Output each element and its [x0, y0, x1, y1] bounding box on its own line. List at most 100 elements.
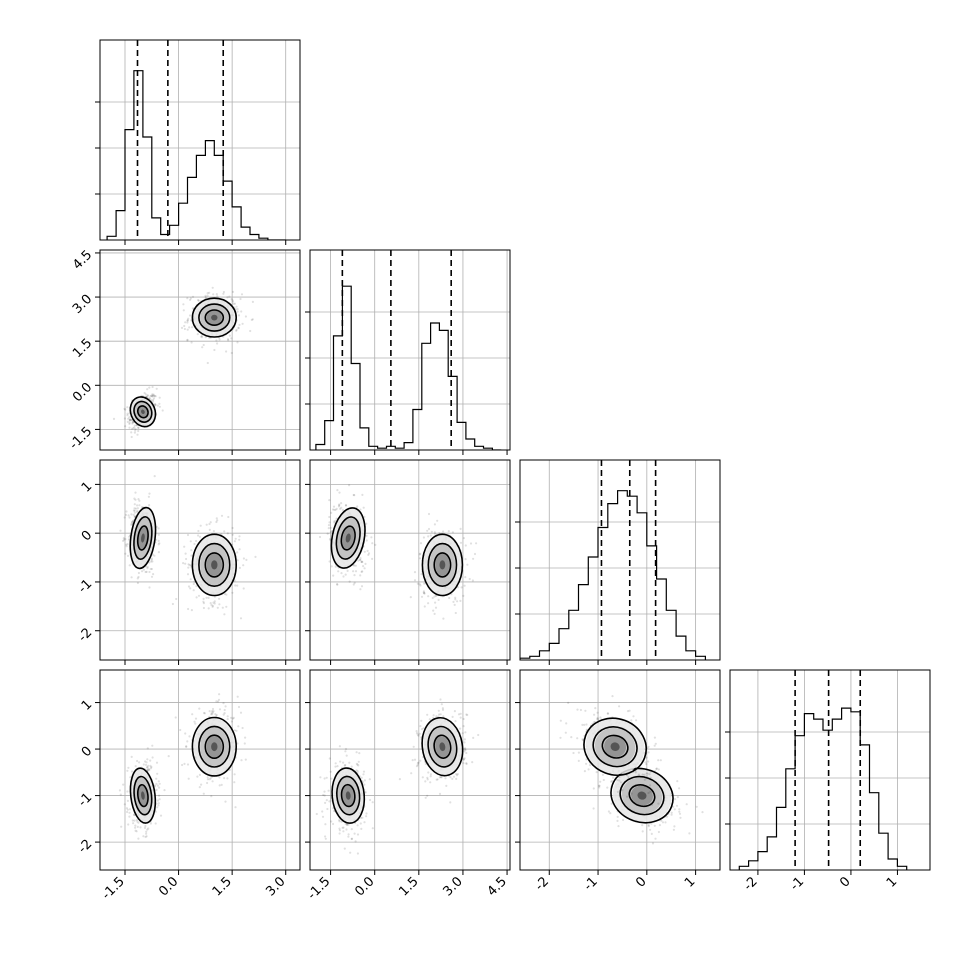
sample-point: [185, 745, 188, 749]
density-shade: [345, 791, 351, 800]
sample-point: [447, 530, 450, 533]
x-tick-label: -1.5: [305, 874, 334, 903]
sample-point: [412, 745, 415, 748]
sample-point: [244, 758, 247, 761]
sample-point: [326, 532, 329, 535]
sample-point: [226, 777, 229, 780]
panel-frame: [519, 669, 721, 871]
sample-point: [222, 702, 225, 705]
sample-point: [150, 765, 153, 769]
sample-point: [223, 613, 226, 616]
sample-point: [612, 776, 615, 779]
sample-point: [148, 504, 151, 507]
panel-frame: [309, 669, 511, 871]
contour-level-3: [191, 297, 238, 338]
sample-point: [161, 409, 164, 412]
x-tick-label: 0: [633, 874, 649, 890]
sample-point: [123, 516, 126, 519]
sample-point: [332, 574, 335, 577]
sample-point: [145, 761, 148, 764]
sample-point: [626, 710, 630, 713]
sample-point: [196, 333, 199, 336]
sample-point: [150, 560, 153, 563]
sample-point: [185, 557, 188, 561]
sample-point: [359, 558, 362, 562]
sample-point: [135, 818, 138, 822]
sample-point: [226, 718, 229, 721]
sample-point: [146, 768, 149, 771]
sample-point: [334, 762, 337, 765]
sample-point: [211, 713, 214, 716]
sample-point: [324, 837, 327, 840]
sample-point: [187, 563, 190, 566]
sample-point: [208, 291, 211, 294]
sample-point: [464, 749, 467, 752]
sample-point: [128, 418, 131, 421]
sample-point: [228, 768, 231, 772]
sample-point: [149, 395, 152, 398]
sample-point: [126, 406, 129, 409]
contour-level-2: [198, 303, 231, 332]
sample-point: [461, 732, 464, 735]
sample-point: [202, 602, 205, 605]
sample-point: [127, 417, 130, 420]
sample-point: [360, 776, 363, 779]
sample-point: [128, 419, 131, 422]
sample-point: [678, 812, 682, 815]
sample-point: [344, 750, 347, 753]
sample-point: [230, 720, 233, 723]
sample-point: [152, 573, 155, 576]
sample-point: [146, 394, 149, 397]
sample-point: [338, 829, 341, 832]
sample-point: [128, 811, 131, 814]
sample-point: [649, 784, 652, 787]
sample-point: [466, 713, 469, 717]
sample-point: [584, 709, 587, 712]
sample-point: [134, 765, 137, 768]
sample-point: [415, 765, 419, 768]
sample-point: [660, 819, 663, 822]
sample-point: [151, 756, 154, 759]
sample-point: [243, 742, 246, 745]
sample-point: [329, 526, 332, 530]
sample-point: [418, 583, 421, 586]
sample-point: [146, 766, 149, 769]
sample-point: [124, 408, 127, 411]
sample-point: [128, 808, 132, 811]
sample-point: [124, 538, 127, 541]
sample-point: [231, 526, 234, 530]
sample-point: [155, 777, 158, 780]
sample-point: [420, 719, 423, 722]
sample-point: [438, 776, 441, 779]
sample-point: [579, 708, 583, 712]
sample-point: [462, 762, 465, 765]
sample-point: [133, 503, 136, 506]
sample-point: [678, 808, 681, 811]
sample-point: [576, 737, 579, 740]
contour-level-2: [133, 400, 153, 423]
sample-point: [611, 695, 614, 698]
sample-point: [142, 763, 145, 766]
sample-point: [134, 498, 137, 501]
sample-point: [354, 564, 357, 567]
sample-point: [128, 535, 131, 538]
sample-point: [146, 758, 149, 761]
sample-point: [635, 719, 638, 722]
sample-point: [133, 813, 136, 816]
sample-point: [203, 712, 206, 715]
sample-point: [180, 326, 184, 329]
sample-point: [231, 290, 235, 293]
sample-point: [206, 361, 209, 365]
sample-point: [422, 590, 425, 593]
sample-point: [428, 718, 431, 721]
sample-point: [234, 806, 237, 809]
sample-point: [145, 832, 148, 835]
sample-point: [643, 773, 646, 776]
sample-point: [128, 416, 131, 419]
scatter-points: [318, 484, 478, 620]
sample-point: [211, 605, 214, 608]
sample-point: [185, 745, 188, 748]
sample-point: [130, 513, 133, 516]
sample-point: [339, 507, 342, 510]
